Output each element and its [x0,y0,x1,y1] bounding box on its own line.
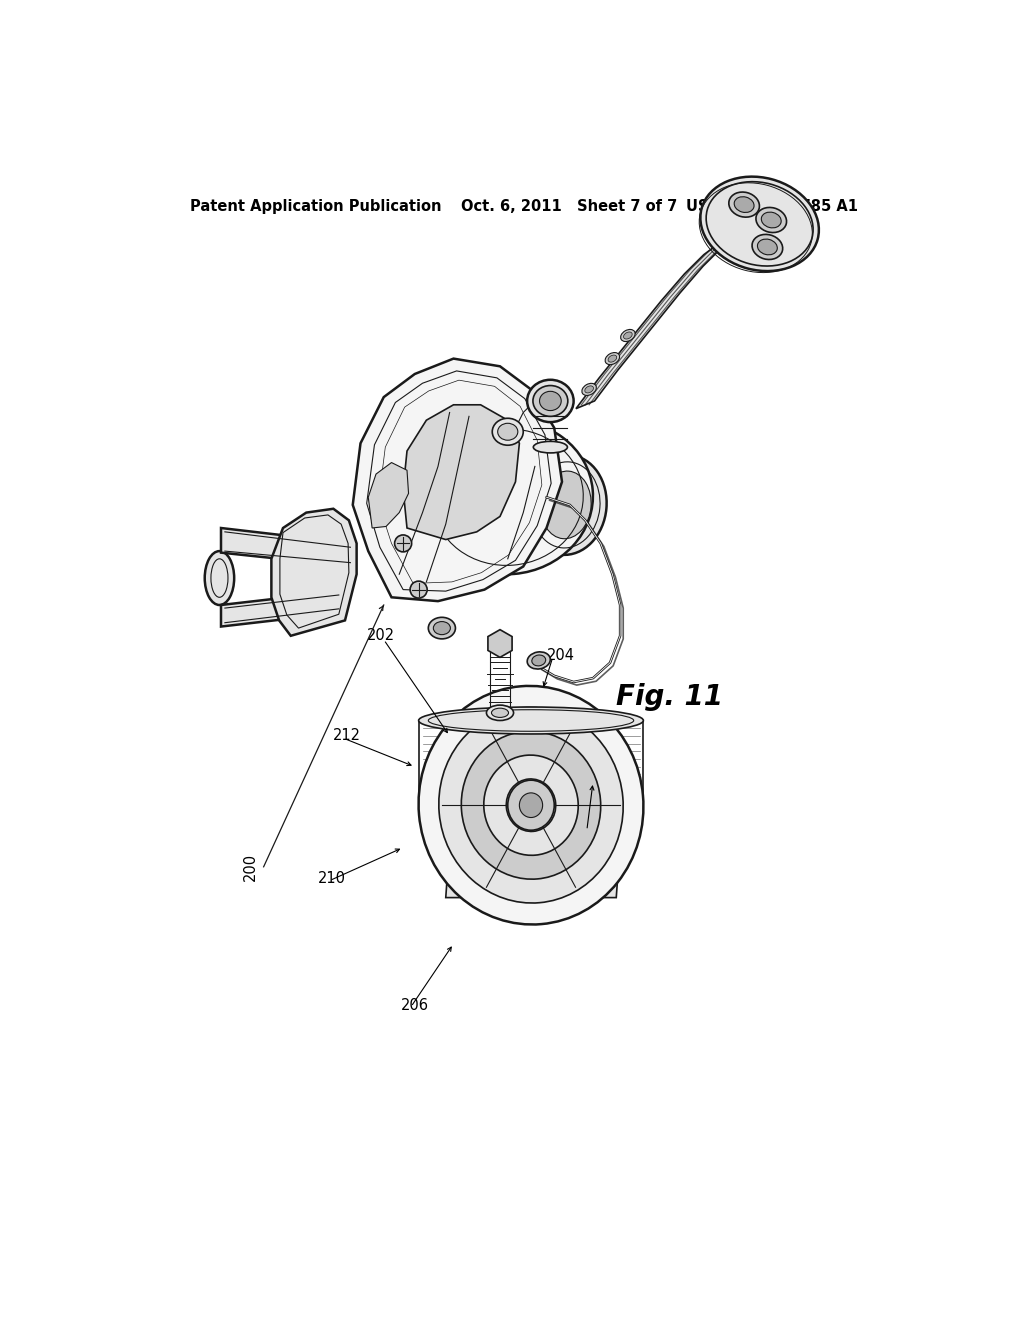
Ellipse shape [419,686,643,924]
Ellipse shape [761,213,781,228]
Ellipse shape [608,355,616,362]
Ellipse shape [433,622,451,635]
Ellipse shape [624,331,632,339]
Ellipse shape [492,708,509,718]
Ellipse shape [585,385,594,393]
Ellipse shape [423,420,593,574]
Polygon shape [445,789,624,898]
Ellipse shape [508,780,554,830]
Text: 202: 202 [367,628,395,643]
Polygon shape [221,591,341,627]
Ellipse shape [756,207,786,232]
Text: 206: 206 [400,998,429,1012]
Ellipse shape [532,385,568,416]
Ellipse shape [541,471,591,539]
Text: US 2011/0240785 A1: US 2011/0240785 A1 [686,199,858,214]
Polygon shape [403,405,519,540]
Ellipse shape [527,380,573,422]
Ellipse shape [729,191,760,218]
Ellipse shape [534,441,567,453]
Text: Patent Application Publication: Patent Application Publication [190,199,441,214]
Ellipse shape [439,708,624,903]
Ellipse shape [605,352,620,364]
Ellipse shape [752,235,782,260]
Ellipse shape [758,239,777,255]
Text: Fig. 11: Fig. 11 [616,684,723,711]
Ellipse shape [483,755,579,855]
Ellipse shape [540,391,561,411]
Text: 210: 210 [317,871,346,886]
Ellipse shape [506,779,556,832]
Polygon shape [575,231,750,409]
Text: Oct. 6, 2011   Sheet 7 of 7: Oct. 6, 2011 Sheet 7 of 7 [461,199,678,214]
Ellipse shape [419,708,643,734]
Ellipse shape [621,330,635,342]
Polygon shape [713,227,748,239]
Ellipse shape [700,177,819,271]
Polygon shape [271,508,356,636]
Ellipse shape [461,731,601,879]
Ellipse shape [582,383,596,396]
Ellipse shape [205,552,234,605]
Ellipse shape [531,655,546,665]
Ellipse shape [527,652,550,669]
Polygon shape [352,359,562,601]
Text: 204: 204 [547,648,574,663]
Ellipse shape [707,182,813,267]
Ellipse shape [428,618,456,639]
Ellipse shape [410,581,427,598]
Polygon shape [369,462,409,528]
Ellipse shape [493,418,523,445]
Polygon shape [221,528,352,566]
Text: 208: 208 [586,821,613,836]
Ellipse shape [486,705,514,721]
Polygon shape [487,630,512,657]
Ellipse shape [519,793,543,817]
Ellipse shape [525,455,606,554]
Text: 200: 200 [243,853,258,880]
Ellipse shape [734,197,754,213]
Ellipse shape [498,424,518,441]
Text: 212: 212 [334,729,361,743]
Ellipse shape [394,535,412,552]
